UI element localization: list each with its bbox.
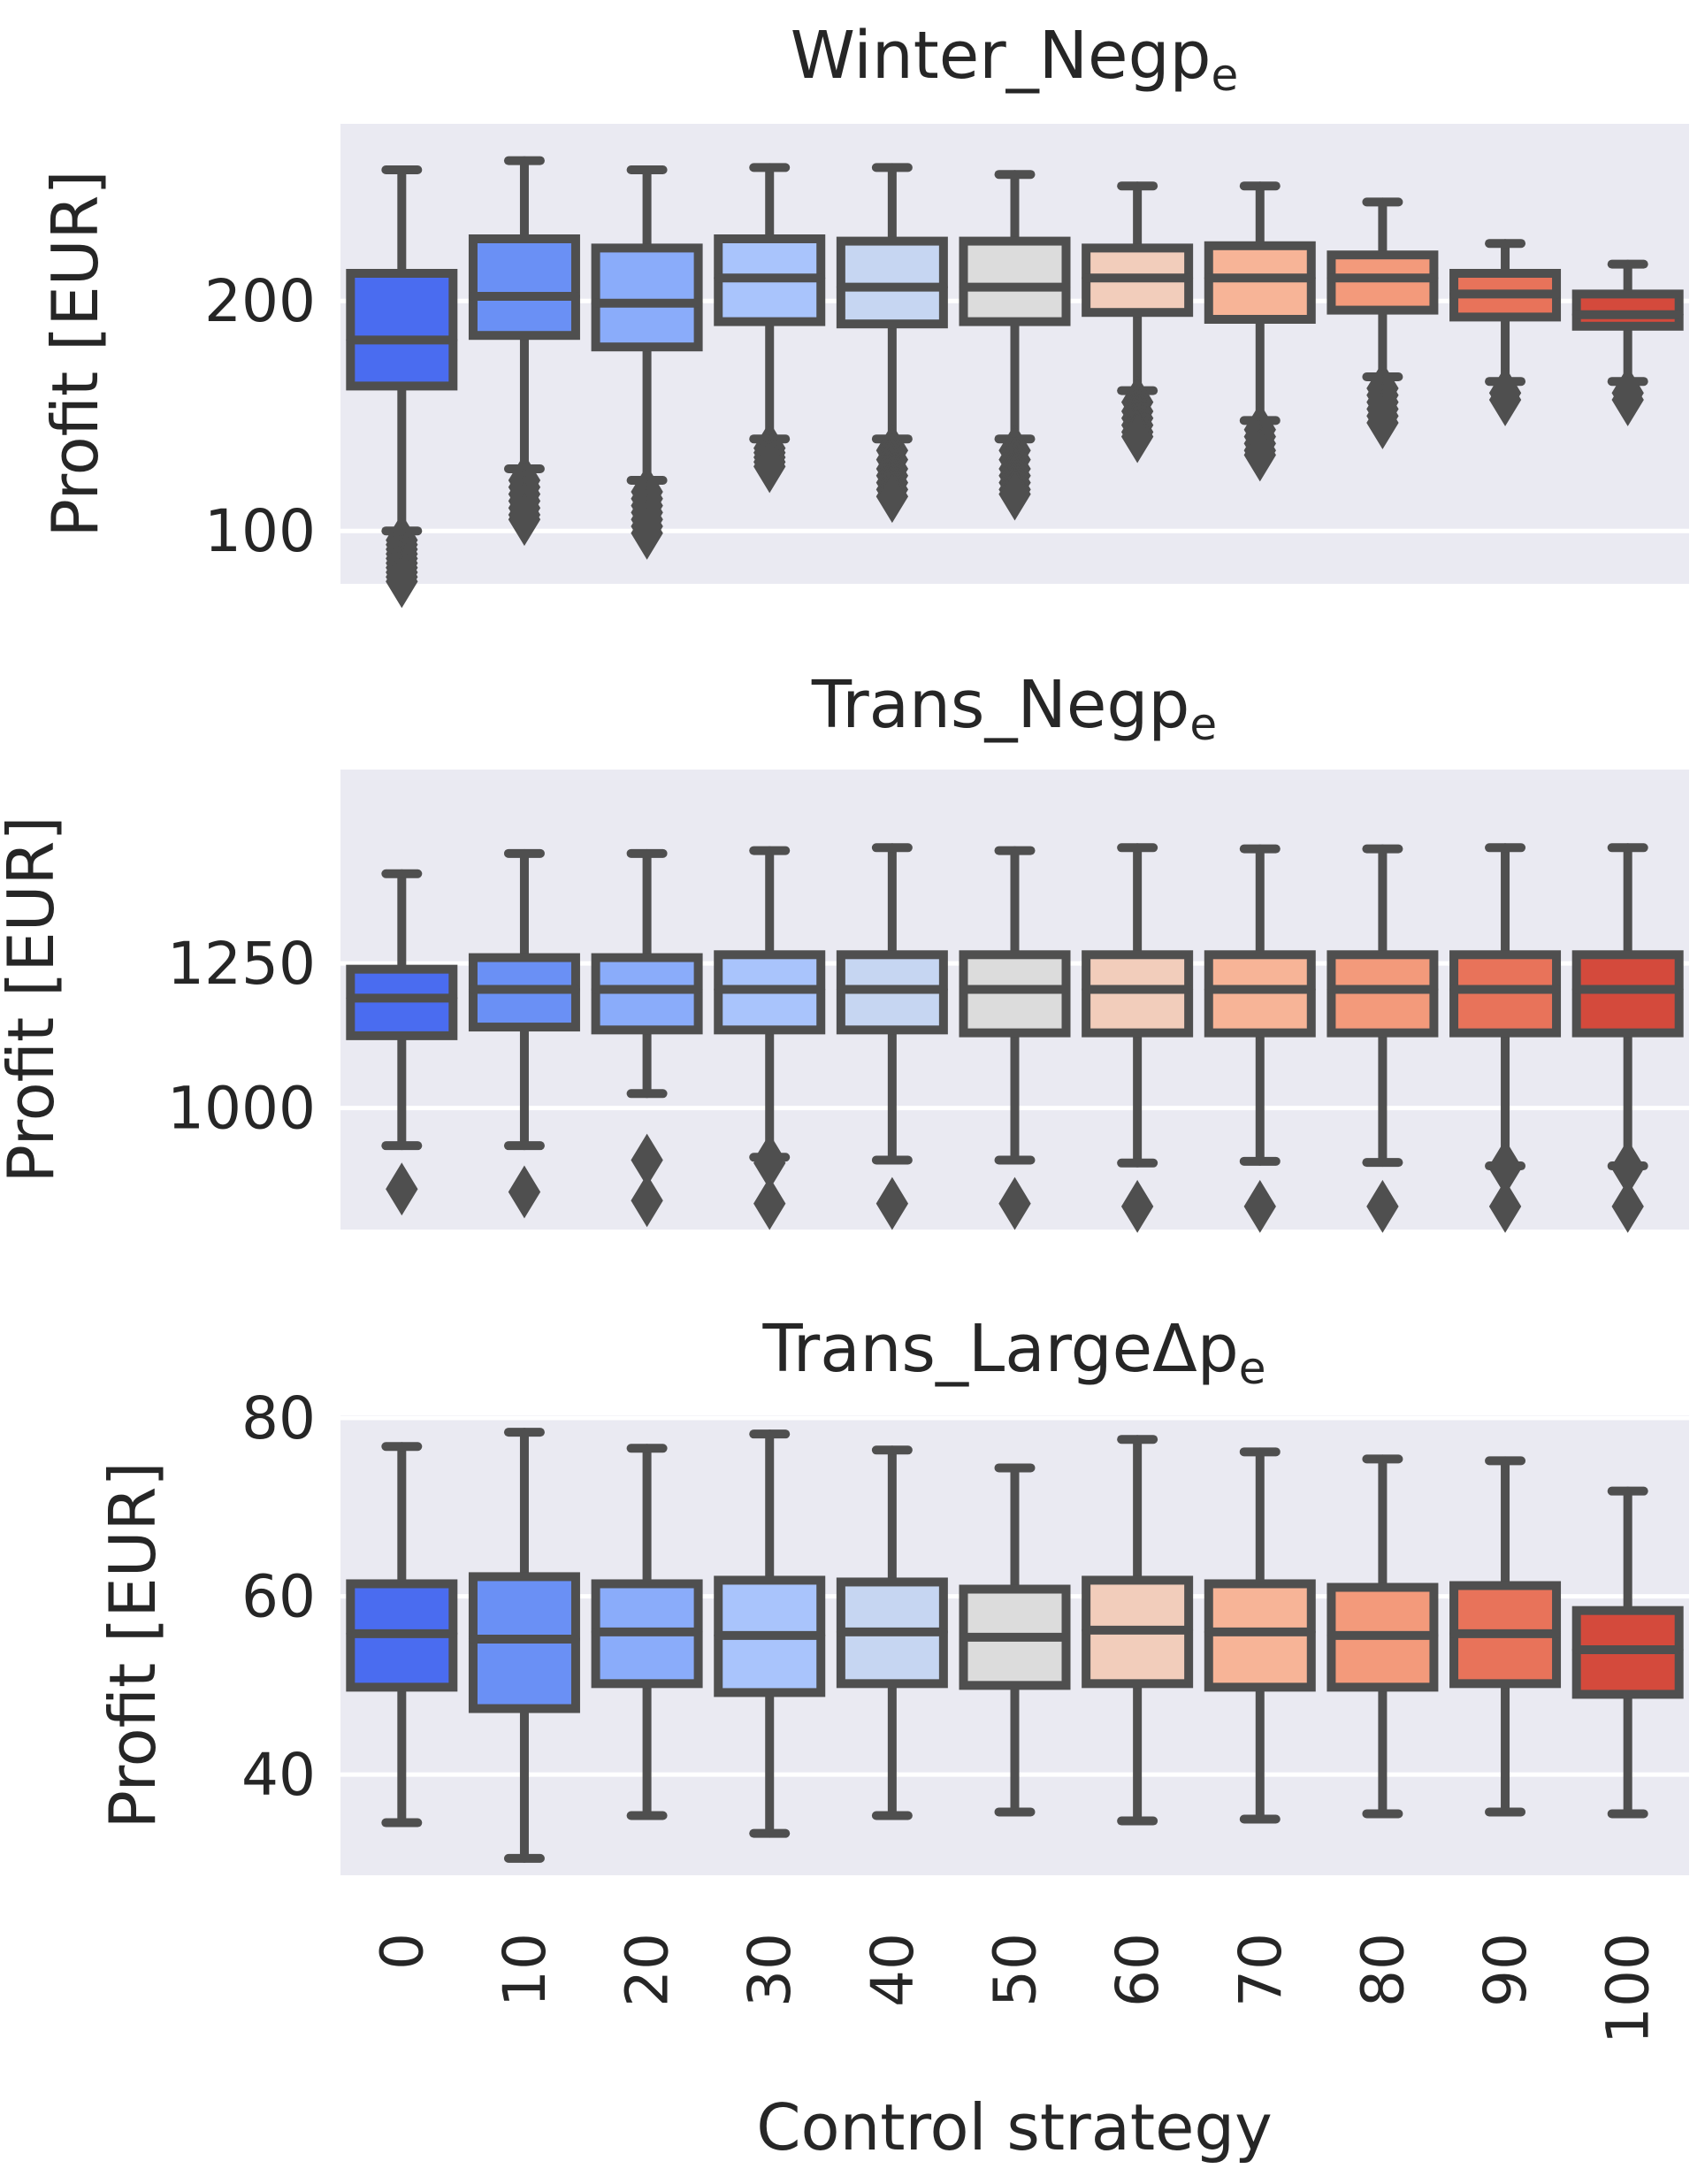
box-80	[1327, 1454, 1439, 1819]
y-tick-label: 100	[204, 497, 316, 565]
x-axis-label: Control strategy	[756, 2090, 1272, 2165]
y-tick-labels: 40 60 80	[241, 1384, 316, 1809]
box-iqr	[346, 269, 458, 391]
panel-trans-negpe: 1000 1250 Trans_Negpe Profit [EUR]	[0, 667, 1689, 1233]
box-iqr	[836, 236, 948, 329]
outlier-point	[998, 1176, 1031, 1230]
box-40	[836, 163, 948, 524]
box-10	[468, 156, 580, 547]
box-70	[1204, 181, 1316, 482]
x-tick-label: 90	[1472, 1933, 1540, 2007]
box-iqr	[1571, 289, 1684, 331]
y-tick-labels: 1000 1250	[167, 930, 316, 1143]
y-tick-label: 200	[204, 267, 316, 335]
x-tick-label: 100	[1594, 1933, 1663, 2044]
outlier-point	[386, 1162, 418, 1216]
outlier-point	[1488, 1179, 1522, 1233]
box-60	[1082, 843, 1194, 1233]
x-tick-label: 40	[859, 1933, 927, 2007]
outlier-point	[386, 555, 418, 609]
outlier-point	[1366, 1179, 1399, 1233]
outlier-point	[875, 1176, 909, 1230]
box-100	[1571, 843, 1684, 1233]
box-100	[1571, 259, 1684, 426]
box-40	[836, 843, 948, 1230]
y-axis-label: Profit [EUR]	[96, 1461, 170, 1828]
y-tick-label: 1000	[167, 1075, 316, 1143]
box-60	[1082, 1435, 1194, 1826]
x-tick-label: 50	[982, 1933, 1050, 2007]
outlier-point	[508, 1165, 541, 1219]
box-0	[346, 1442, 458, 1828]
box-50	[959, 1463, 1071, 1817]
box-50	[959, 846, 1071, 1230]
box-20	[591, 1444, 703, 1820]
box-20	[591, 165, 703, 560]
panel-title: Trans_LargeΔpe	[761, 1311, 1265, 1394]
outlier-point	[1120, 410, 1154, 464]
outlier-point	[875, 470, 909, 524]
panel-title: Trans_Negpe	[811, 667, 1217, 750]
x-tick-label: 30	[736, 1933, 804, 2007]
outlier-point	[1488, 373, 1522, 426]
box-90	[1449, 843, 1562, 1233]
panel-trans-largedeltape: 40 60 80 Trans_LargeΔpe Profit [EUR]	[96, 1311, 1689, 1875]
x-tick-label: 0	[368, 1933, 436, 1970]
box-60	[1082, 181, 1194, 464]
y-tick-label: 60	[241, 1563, 316, 1631]
box-iqr	[1327, 250, 1439, 315]
x-tick-label: 20	[614, 1933, 682, 2007]
outlier-point	[1120, 1179, 1154, 1233]
box-50	[959, 170, 1071, 521]
outlier-point	[1243, 1179, 1276, 1233]
box-iqr	[1204, 241, 1316, 324]
y-tick-label: 40	[241, 1741, 316, 1809]
box-30	[714, 1429, 826, 1838]
box-iqr	[468, 234, 580, 341]
box-30	[714, 846, 826, 1230]
y-axis-label: Profit [EUR]	[0, 816, 68, 1183]
outlier-point	[998, 467, 1031, 521]
outlier-point	[631, 506, 663, 560]
box-30	[714, 163, 826, 494]
box-10	[468, 1428, 580, 1863]
box-70	[1204, 1447, 1316, 1824]
panel-title: Winter_Negpe	[791, 18, 1239, 101]
box-40	[836, 1445, 948, 1820]
box-10	[468, 848, 580, 1219]
y-tick-labels: 100 200	[204, 267, 316, 565]
x-tick-label: 70	[1227, 1933, 1295, 2007]
outlier-point	[1611, 1179, 1644, 1233]
y-axis-label: Profit [EUR]	[38, 170, 112, 537]
x-tick-label: 60	[1104, 1933, 1172, 2007]
box-0	[346, 869, 458, 1216]
outlier-point	[631, 1174, 663, 1228]
outlier-point	[1611, 373, 1644, 426]
x-tick-label: 10	[491, 1933, 559, 2007]
boxes	[346, 156, 1684, 609]
boxes	[346, 1428, 1684, 1863]
box-iqr	[591, 243, 703, 352]
x-tick-labels: 0 10 20 30 40 50 60 70 80 90 100	[368, 1933, 1662, 2044]
x-tick-label: 80	[1349, 1933, 1417, 2007]
y-tick-label: 80	[241, 1384, 316, 1452]
boxes	[346, 843, 1684, 1233]
box-100	[1571, 1486, 1684, 1819]
panel-winter-negpe: 100 200 Winter_Negpe Profit [EUR]	[38, 18, 1689, 609]
box-0	[346, 165, 458, 609]
box-20	[591, 848, 703, 1228]
outlier-point	[753, 1176, 786, 1230]
outlier-point	[1243, 428, 1276, 482]
box-80	[1327, 844, 1439, 1233]
outlier-point	[508, 493, 541, 547]
outlier-point	[753, 440, 786, 494]
y-tick-label: 1250	[167, 930, 316, 998]
outlier-point	[1366, 396, 1399, 449]
box-70	[1204, 844, 1316, 1233]
box-80	[1327, 197, 1439, 449]
box-90	[1449, 1456, 1562, 1817]
box-90	[1449, 239, 1562, 426]
box-iqr	[959, 236, 1071, 326]
